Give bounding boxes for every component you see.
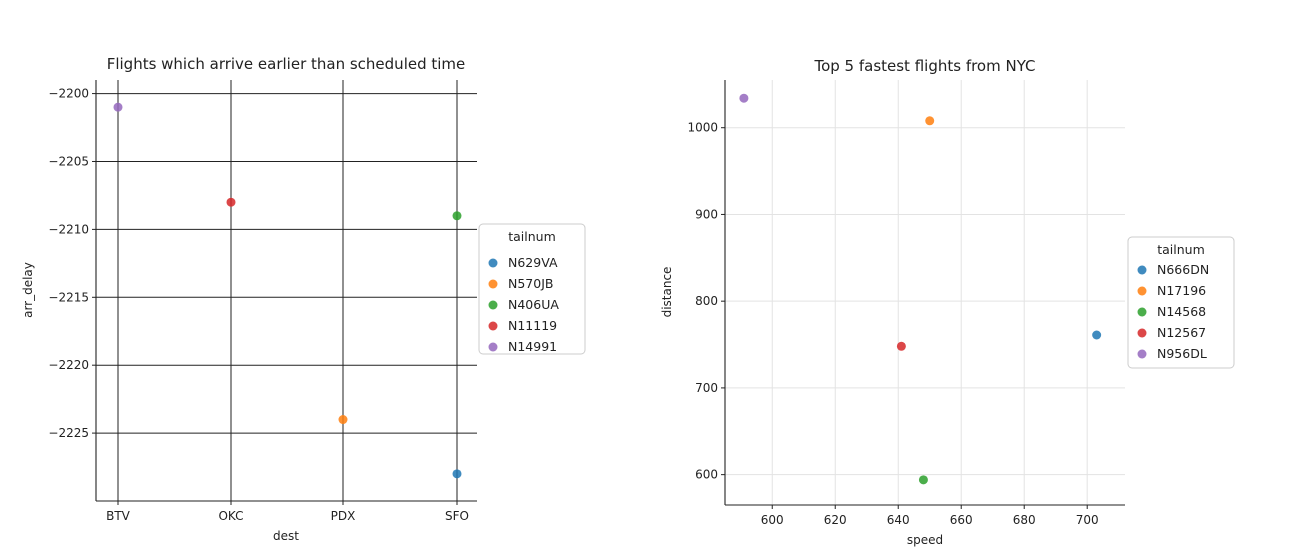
y-tick-label: −2220 (48, 358, 89, 372)
legend-box (1127, 236, 1235, 369)
y-tick-label: −2205 (48, 154, 89, 168)
x-axis-label: speed (907, 533, 943, 547)
data-point-n14568 (918, 475, 928, 485)
legend-item-label: N12567 (1157, 325, 1206, 340)
y-tick-label: 900 (695, 207, 718, 221)
y-tick-label: −2225 (48, 426, 89, 440)
legend-item-label: N406UA (508, 297, 559, 312)
legend-item-label: N570JB (508, 276, 553, 291)
data-point-n956dl (739, 93, 749, 103)
y-tick-label: −2210 (48, 222, 89, 236)
x-tick-label: PDX (331, 509, 356, 523)
x-ticks: 600 620 640 660 680 700 (761, 505, 1099, 527)
data-point-n12567 (896, 341, 906, 351)
legend-marker (1137, 265, 1147, 275)
legend-marker (488, 279, 498, 289)
legend-marker (488, 258, 498, 268)
x-tick-label: 660 (950, 513, 973, 527)
legend-title: tailnum (1157, 242, 1205, 257)
data-point-n570jb (338, 415, 348, 425)
y-axis-label: distance (660, 267, 674, 318)
chart-title: Flights which arrive earlier than schedu… (107, 55, 466, 73)
data-points (113, 102, 462, 479)
y-tick-label: 600 (695, 468, 718, 482)
y-tick-label: 800 (695, 294, 718, 308)
data-point-n11119 (226, 197, 236, 207)
x-tick-label: SFO (445, 509, 469, 523)
legend-marker (1137, 307, 1147, 317)
legend-title: tailnum (508, 229, 556, 244)
y-tick-label: 1000 (687, 121, 718, 135)
x-tick-label: 700 (1076, 513, 1099, 527)
data-point-n406ua (452, 211, 462, 221)
legend-marker (1137, 349, 1147, 359)
data-point-n17196 (925, 116, 935, 126)
legend-marker (488, 321, 498, 331)
legend-item-label: N14991 (508, 339, 557, 354)
legend-item-label: N956DL (1157, 346, 1207, 361)
grid (96, 80, 477, 501)
x-tick-label: 620 (824, 513, 847, 527)
data-point-n629va (452, 469, 462, 479)
y-tick-label: −2200 (48, 87, 89, 101)
data-point-n14991 (113, 102, 123, 112)
legend: tailnum N629VA N570JB N406UA N11119 N14991 (478, 223, 586, 355)
legend-item-label: N11119 (508, 318, 557, 333)
y-tick-label: −2215 (48, 290, 89, 304)
legend-item-label: N666DN (1157, 262, 1209, 277)
y-axis-label: arr_delay (21, 262, 35, 318)
legend-marker (1137, 328, 1147, 338)
chart-title: Top 5 fastest flights from NYC (813, 57, 1035, 75)
legend-box (478, 223, 586, 355)
y-ticks: −2200 −2205 −2210 −2215 −2220 −2225 (48, 87, 96, 440)
arrival-delay-chart: Flights which arrive earlier than schedu… (21, 55, 586, 543)
legend-marker (1137, 286, 1147, 296)
x-tick-label: 640 (887, 513, 910, 527)
y-tick-label: 700 (695, 381, 718, 395)
x-tick-label: BTV (106, 509, 131, 523)
legend-marker (488, 342, 498, 352)
fastest-flights-chart: Top 5 fastest flights from NYC 600 700 800… (660, 57, 1235, 547)
x-tick-label: 600 (761, 513, 784, 527)
legend-item-label: N14568 (1157, 304, 1206, 319)
x-ticks: BTV OKC PDX SFO (106, 501, 469, 523)
x-axis-label: dest (273, 529, 299, 543)
data-point-n666dn (1092, 330, 1102, 340)
data-points (739, 93, 1102, 485)
legend: tailnum N666DN N17196 N14568 N12567 N956DL (1127, 236, 1235, 369)
x-tick-label: 680 (1013, 513, 1036, 527)
legend-marker (488, 300, 498, 310)
y-ticks: 600 700 800 900 1000 (687, 121, 725, 482)
grid (725, 80, 1125, 505)
legend-item-label: N17196 (1157, 283, 1206, 298)
legend-item-label: N629VA (508, 255, 558, 270)
x-tick-label: OKC (218, 509, 243, 523)
